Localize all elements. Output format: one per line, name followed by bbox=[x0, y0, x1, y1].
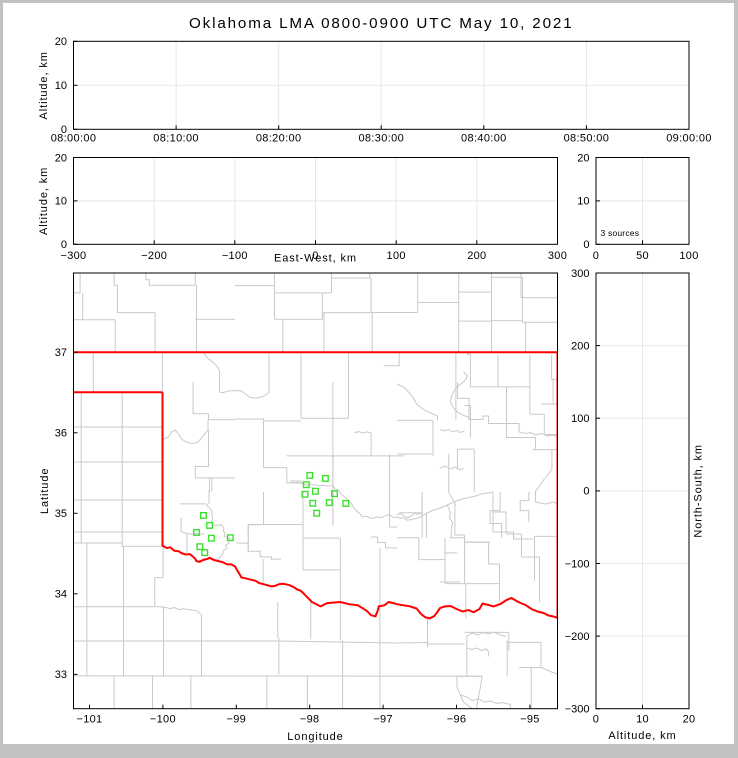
svg-text:200: 200 bbox=[571, 340, 589, 352]
svg-text:100: 100 bbox=[387, 250, 406, 262]
svg-text:0: 0 bbox=[61, 124, 67, 136]
svg-text:37: 37 bbox=[55, 347, 67, 359]
svg-text:09:00:00: 09:00:00 bbox=[666, 133, 712, 145]
svg-text:Latitude: Latitude bbox=[39, 468, 51, 514]
svg-text:10: 10 bbox=[636, 713, 649, 725]
svg-text:08:00:00: 08:00:00 bbox=[51, 133, 97, 145]
svg-text:−95: −95 bbox=[520, 713, 540, 725]
svg-text:08:10:00: 08:10:00 bbox=[153, 133, 199, 145]
svg-text:0: 0 bbox=[583, 239, 589, 251]
svg-text:−99: −99 bbox=[227, 713, 247, 725]
svg-text:50: 50 bbox=[636, 250, 649, 262]
svg-text:33: 33 bbox=[55, 669, 67, 681]
svg-text:35: 35 bbox=[55, 508, 67, 520]
svg-text:−98: −98 bbox=[300, 713, 320, 725]
svg-text:−300: −300 bbox=[61, 250, 87, 262]
svg-text:−97: −97 bbox=[373, 713, 393, 725]
svg-text:−96: −96 bbox=[447, 713, 467, 725]
svg-text:0: 0 bbox=[593, 713, 599, 725]
svg-text:300: 300 bbox=[571, 268, 589, 280]
svg-text:East-West, km: East-West, km bbox=[274, 253, 357, 265]
svg-text:−200: −200 bbox=[141, 250, 167, 262]
svg-text:Altitude, km: Altitude, km bbox=[38, 51, 50, 119]
svg-text:20: 20 bbox=[683, 713, 696, 725]
svg-text:20: 20 bbox=[577, 152, 589, 164]
svg-text:100: 100 bbox=[571, 413, 589, 425]
svg-text:−200: −200 bbox=[565, 631, 590, 643]
svg-text:300: 300 bbox=[548, 250, 567, 262]
svg-text:10: 10 bbox=[55, 196, 67, 208]
svg-text:Longitude: Longitude bbox=[287, 731, 343, 743]
svg-text:20: 20 bbox=[55, 152, 67, 164]
svg-text:−101: −101 bbox=[77, 713, 103, 725]
svg-text:0: 0 bbox=[583, 486, 589, 498]
svg-text:0: 0 bbox=[312, 250, 318, 262]
svg-text:−100: −100 bbox=[565, 558, 590, 570]
svg-text:Altitude, km: Altitude, km bbox=[38, 167, 50, 235]
svg-text:10: 10 bbox=[55, 80, 67, 92]
svg-text:100: 100 bbox=[679, 250, 698, 262]
svg-text:08:50:00: 08:50:00 bbox=[564, 133, 610, 145]
svg-text:0: 0 bbox=[593, 250, 599, 262]
svg-text:North-South, km: North-South, km bbox=[693, 444, 705, 538]
svg-text:08:20:00: 08:20:00 bbox=[256, 133, 302, 145]
svg-text:10: 10 bbox=[577, 196, 589, 208]
svg-text:34: 34 bbox=[55, 589, 67, 601]
svg-text:−100: −100 bbox=[222, 250, 248, 262]
svg-text:Oklahoma LMA 0800-0900 UTC May: Oklahoma LMA 0800-0900 UTC May 10, 2021 bbox=[189, 15, 574, 32]
svg-text:36: 36 bbox=[55, 428, 67, 440]
svg-text:08:40:00: 08:40:00 bbox=[461, 133, 507, 145]
svg-text:0: 0 bbox=[61, 239, 67, 251]
svg-text:200: 200 bbox=[467, 250, 486, 262]
svg-text:08:30:00: 08:30:00 bbox=[358, 133, 404, 145]
svg-text:20: 20 bbox=[55, 36, 67, 48]
svg-text:−100: −100 bbox=[150, 713, 176, 725]
svg-text:−300: −300 bbox=[565, 704, 590, 716]
svg-text:Altitude, km: Altitude, km bbox=[608, 730, 676, 742]
svg-text:3 sources: 3 sources bbox=[601, 228, 640, 238]
